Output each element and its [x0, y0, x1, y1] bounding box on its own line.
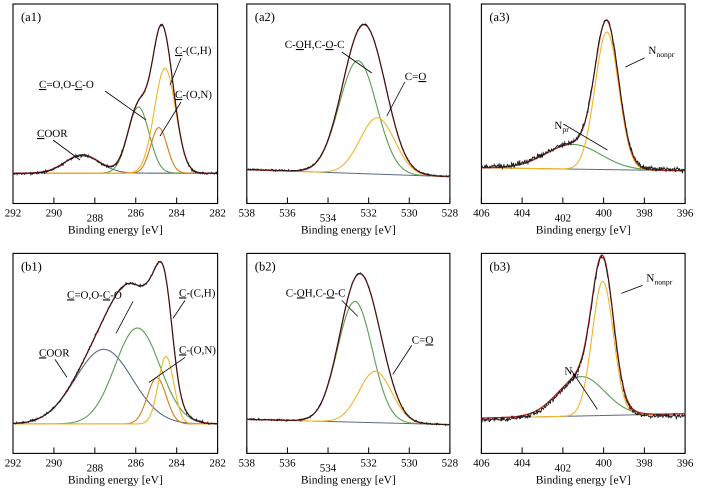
svg-text:288: 288	[87, 213, 104, 225]
svg-text:404: 404	[514, 457, 531, 469]
svg-text:(a2): (a2)	[255, 10, 275, 24]
svg-text:C-(O,N): C-(O,N)	[175, 89, 212, 101]
svg-text:(b1): (b1)	[21, 259, 42, 273]
svg-text:C-(C,H): C-(C,H)	[179, 287, 216, 299]
svg-text:Binding energy [eV]: Binding energy [eV]	[301, 474, 396, 486]
svg-text:282: 282	[209, 208, 226, 220]
svg-text:398: 398	[636, 457, 653, 469]
svg-text:536: 536	[279, 457, 296, 469]
svg-text:C-(O,N): C-(O,N)	[179, 344, 216, 356]
svg-text:COOR: COOR	[37, 128, 68, 140]
svg-text:290: 290	[46, 208, 63, 220]
svg-text:284: 284	[168, 457, 185, 469]
svg-text:528: 528	[442, 457, 459, 469]
svg-text:C=O: C=O	[405, 71, 427, 83]
svg-text:396: 396	[677, 208, 694, 220]
svg-text:Binding energy [eV]: Binding energy [eV]	[301, 225, 396, 237]
svg-text:C=O,O-C-O: C=O,O-C-O	[67, 289, 122, 301]
svg-text:532: 532	[360, 208, 377, 220]
svg-text:(b2): (b2)	[255, 259, 276, 273]
svg-text:Binding energy [eV]: Binding energy [eV]	[536, 225, 631, 237]
svg-text:C-(C,H): C-(C,H)	[175, 45, 212, 57]
svg-text:290: 290	[46, 457, 63, 469]
svg-text:(a1): (a1)	[21, 10, 41, 24]
svg-text:538: 538	[239, 208, 256, 220]
svg-text:286: 286	[128, 457, 145, 469]
svg-text:406: 406	[473, 208, 490, 220]
svg-text:536: 536	[279, 208, 296, 220]
svg-text:396: 396	[677, 457, 694, 469]
svg-text:C=O,O-C-O: C=O,O-C-O	[39, 79, 94, 91]
svg-text:538: 538	[239, 457, 256, 469]
svg-text:530: 530	[401, 457, 418, 469]
svg-text:398: 398	[636, 208, 653, 220]
svg-text:COOR: COOR	[39, 347, 70, 359]
svg-text:Binding energy [eV]: Binding energy [eV]	[68, 474, 163, 486]
svg-text:528: 528	[442, 208, 459, 220]
svg-text:406: 406	[473, 457, 490, 469]
svg-text:286: 286	[128, 208, 145, 220]
svg-text:402: 402	[555, 213, 572, 225]
svg-text:534: 534	[320, 213, 337, 225]
svg-text:288: 288	[87, 462, 104, 474]
svg-text:C-OH,C-O-C: C-OH,C-O-C	[285, 39, 345, 51]
svg-text:404: 404	[514, 208, 531, 220]
svg-text:532: 532	[360, 457, 377, 469]
svg-text:(b3): (b3)	[489, 259, 510, 273]
svg-text:282: 282	[209, 457, 226, 469]
svg-text:530: 530	[401, 208, 418, 220]
svg-text:292: 292	[5, 457, 22, 469]
svg-text:284: 284	[168, 208, 185, 220]
svg-text:C=O: C=O	[412, 334, 434, 346]
svg-text:Binding energy [eV]: Binding energy [eV]	[536, 474, 631, 486]
svg-text:(a3): (a3)	[489, 10, 509, 24]
svg-text:400: 400	[595, 208, 612, 220]
svg-text:534: 534	[320, 462, 337, 474]
svg-text:C-OH,C-O-C: C-OH,C-O-C	[286, 287, 346, 299]
svg-text:Binding energy [eV]: Binding energy [eV]	[68, 225, 163, 237]
svg-text:292: 292	[5, 208, 22, 220]
svg-text:400: 400	[595, 457, 612, 469]
svg-text:402: 402	[555, 462, 572, 474]
